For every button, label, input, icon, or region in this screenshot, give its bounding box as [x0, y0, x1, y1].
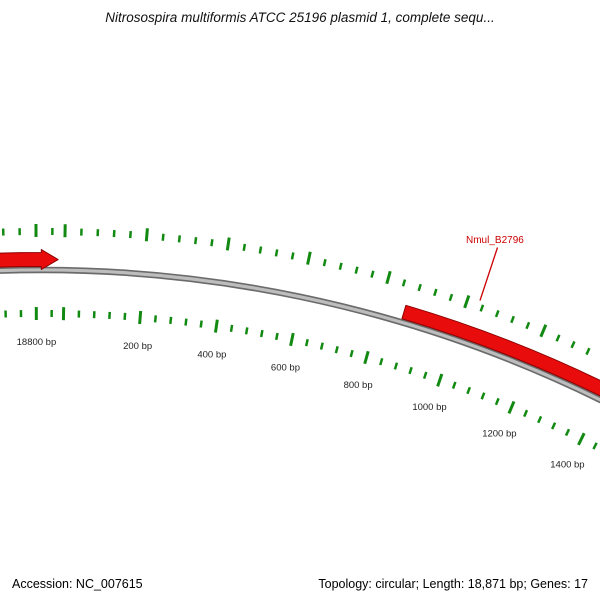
ruler-tick: [451, 381, 457, 389]
ruler-tick: [354, 266, 359, 274]
ruler-tick: [539, 324, 548, 338]
ruler-tick: [523, 409, 529, 418]
ruler-tick: [338, 262, 343, 270]
ruler-tick: [258, 246, 263, 254]
ruler-tick: [363, 350, 370, 365]
status-bar: Accession: NC_007615 Topology: circular;…: [12, 577, 588, 591]
ruler-tick: [525, 321, 531, 330]
ruler-tick: [564, 428, 571, 437]
ruler-tick: [510, 315, 515, 324]
ruler-tick: [229, 324, 234, 333]
ruler-tick-label: 600 bp: [271, 362, 300, 373]
ruler-tick: [480, 392, 486, 400]
ruler-tick: [408, 366, 413, 375]
ruler-tick: [385, 270, 392, 285]
ruler-tick: [184, 318, 188, 326]
ruler-tick: [334, 346, 339, 354]
ruler-tick-label: 200 bp: [123, 341, 152, 352]
sequence-summary-text: Topology: circular; Length: 18,871 bp; G…: [318, 577, 588, 591]
ruler-tick: [259, 329, 264, 338]
ruler-tick: [422, 371, 428, 379]
ruler-tick-label: 18800 bp: [17, 337, 57, 348]
map-generated-layer: 18800 bp 200 bp 400 bp 600 bp 800 bp 1000 bp 1…: [0, 224, 600, 470]
ruler-tick: [177, 235, 182, 243]
gene-arrow[interactable]: [0, 249, 59, 271]
ruler-tick: [210, 239, 214, 247]
ruler-tick: [274, 332, 279, 341]
ruler-tick: [138, 310, 143, 325]
ruler-tick: [494, 397, 500, 406]
ruler-tick-label: 1400 bp: [550, 459, 584, 470]
ruler-tick: [393, 362, 399, 370]
ruler-tick: [417, 283, 422, 292]
ruler-tick: [585, 347, 591, 356]
ruler-tick: [322, 258, 327, 267]
ruler-tick: [570, 340, 576, 349]
ruler-tick: [592, 442, 598, 450]
ruler-tick: [153, 315, 158, 323]
ruler-tick: [242, 243, 247, 252]
plasmid-backbone-highlight: [0, 268, 600, 402]
ruler-tick: [349, 349, 354, 358]
ruler-tick: [370, 270, 375, 278]
ruler-tick: [304, 339, 309, 347]
ruler-tick: [306, 251, 312, 265]
ruler-tick: [225, 237, 231, 251]
ruler-tick: [379, 357, 384, 366]
ruler-tick: [433, 288, 438, 297]
ruler-tick: [144, 228, 149, 242]
gene-arrow-Nmul_B2796[interactable]: [401, 304, 600, 413]
ruler-tick-label: 800 bp: [344, 380, 373, 391]
gene-label[interactable]: Nmul_B2796: [466, 235, 524, 246]
ruler-tick: [436, 373, 444, 387]
accession-text: Accession: NC_007615: [12, 577, 143, 591]
ruler-tick: [507, 400, 516, 414]
ruler-tick: [401, 279, 407, 287]
ruler-tick: [479, 304, 485, 312]
ruler-tick: [193, 237, 198, 245]
ruler-tick: [161, 233, 165, 241]
ruler-tick: [289, 332, 295, 347]
ruler-tick: [537, 415, 543, 424]
ruler-tick: [577, 432, 586, 446]
ruler-tick: [169, 316, 173, 324]
ruler-tick: [494, 309, 500, 318]
ruler-tick: [463, 295, 471, 309]
ruler-tick-label: 1200 bp: [482, 428, 516, 439]
ruler-tick: [466, 386, 472, 395]
ruler-tick: [555, 334, 561, 342]
ruler-tick: [274, 249, 279, 257]
ruler-tick: [290, 252, 295, 260]
ruler-tick: [213, 319, 219, 333]
ruler-tick: [551, 422, 557, 430]
gene-label-leader-line: [479, 247, 499, 301]
ruler-tick: [199, 320, 203, 328]
ruler-tick: [244, 327, 249, 335]
sequence-title: Nitrosospira multiformis ATCC 25196 plas…: [105, 10, 495, 25]
ruler-tick: [448, 293, 454, 302]
ruler-tick-label: 400 bp: [197, 349, 226, 360]
ruler-tick-label: 1000 bp: [412, 402, 446, 413]
ruler-tick: [319, 342, 324, 350]
